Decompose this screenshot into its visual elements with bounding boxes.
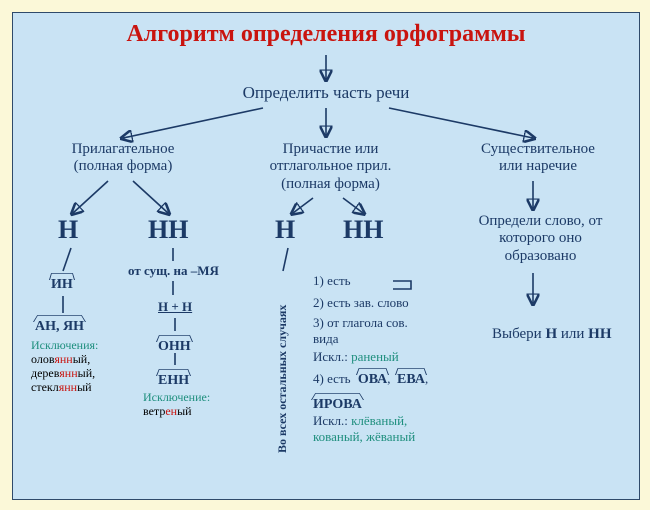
adj-nn-suffix-1: ОНН [158,337,191,355]
root-node: Определить часть речи [13,83,639,103]
part-rule4-excl: Искл.: клёваный, кованый, жёваный [313,413,415,445]
adj-n-excl-2: деревянный, [31,367,95,381]
adj-nn-header: от сущ. на –МЯ [128,263,219,279]
adj-n-excl-1: оловянный, [31,353,90,367]
adj-nn-suffix-2: ЕНН [158,371,189,389]
adj-nn-formula: Н + Н [158,299,192,315]
adj-n: Н [58,215,78,245]
branch-noun: Существительное или наречие [453,141,623,176]
adj-n-excl-3: стеклянный [31,381,92,395]
part-rule-3: 3) от глагола сов. вида [313,315,408,347]
part-rule-2: 2) есть зав. слово [313,295,409,311]
diagram-panel: Алгоритм определения орфограммы Определи… [12,12,640,500]
part-rule-4: 4) есть ОВА, ЕВА, [313,371,428,388]
noun-step2: Выбери Н или НН [453,309,628,361]
adj-nn-excl-item: ветреный [143,405,192,419]
branch-participle: Причастие или отглагольное прил. (полная… [243,141,418,193]
part-rule-4b: ИРОВА [313,395,362,413]
part-rule3-excl: Искл.: раненый [313,349,399,365]
adj-nn-excl-label: Исключение: [143,391,210,405]
diagram-title: Алгоритм определения орфограммы [13,21,639,48]
adj-n-excl-label: Исключения: [31,339,98,353]
part-nn: НН [343,215,383,245]
noun-step1: Определи слово, от которого оно образова… [453,213,628,265]
part-n-rotated: Во всех остальных случаях [275,305,290,453]
branch-adjective: Прилагательное (полная форма) [33,141,213,176]
adj-n-suffix-1: ИН [51,275,73,293]
part-n: Н [275,215,295,245]
part-rule-1: 1) есть [313,273,351,289]
adj-n-suffix-2: АН, ЯН [35,317,84,335]
adj-nn: НН [148,215,188,245]
